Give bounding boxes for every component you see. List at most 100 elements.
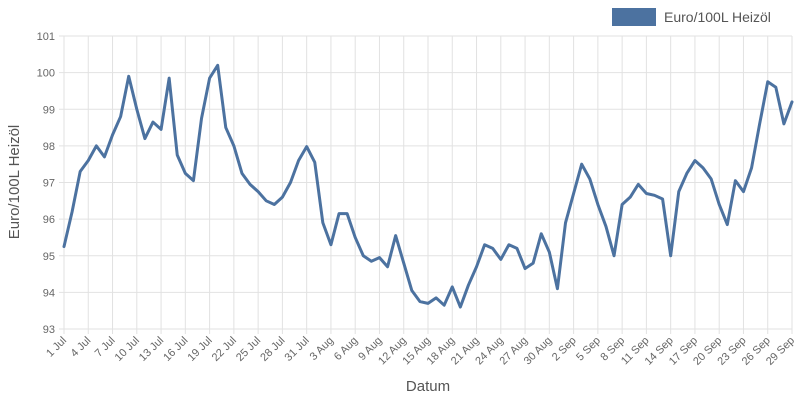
data-point[interactable] xyxy=(424,299,432,307)
data-point[interactable] xyxy=(125,72,133,80)
data-point[interactable] xyxy=(481,241,489,249)
data-point[interactable] xyxy=(642,189,650,197)
series-layer xyxy=(60,61,796,311)
data-point[interactable] xyxy=(650,191,658,199)
data-point[interactable] xyxy=(699,164,707,172)
data-point[interactable] xyxy=(731,177,739,185)
data-point[interactable] xyxy=(780,120,788,128)
data-point[interactable] xyxy=(141,135,149,143)
data-point[interactable] xyxy=(521,265,529,273)
data-point[interactable] xyxy=(788,98,796,106)
data-point[interactable] xyxy=(715,200,723,208)
data-point[interactable] xyxy=(683,169,691,177)
data-point[interactable] xyxy=(545,248,553,256)
data-point[interactable] xyxy=(562,219,570,227)
data-point[interactable] xyxy=(764,78,772,86)
y-tick-label: 94 xyxy=(43,287,55,299)
data-point[interactable] xyxy=(448,283,456,291)
data-point[interactable] xyxy=(553,285,561,293)
data-point[interactable] xyxy=(464,281,472,289)
data-point[interactable] xyxy=(594,200,602,208)
data-point[interactable] xyxy=(505,241,513,249)
data-point[interactable] xyxy=(254,188,262,196)
data-point[interactable] xyxy=(173,151,181,159)
data-point[interactable] xyxy=(570,189,578,197)
y-tick-label: 96 xyxy=(43,214,55,226)
data-point[interactable] xyxy=(303,143,311,151)
data-point[interactable] xyxy=(367,257,375,265)
data-point[interactable] xyxy=(214,61,222,69)
data-point[interactable] xyxy=(68,208,76,216)
data-point[interactable] xyxy=(295,157,303,165)
data-point[interactable] xyxy=(149,118,157,126)
data-point[interactable] xyxy=(117,113,125,121)
x-tick-label: 5 Sep xyxy=(574,335,603,364)
data-point[interactable] xyxy=(489,244,497,252)
data-point[interactable] xyxy=(189,177,197,185)
data-point[interactable] xyxy=(206,74,214,82)
x-tick-label: 4 Jul xyxy=(68,335,93,360)
data-point[interactable] xyxy=(319,219,327,227)
data-point[interactable] xyxy=(311,158,319,166)
data-point[interactable] xyxy=(246,180,254,188)
data-point[interactable] xyxy=(375,254,383,262)
data-point[interactable] xyxy=(756,120,764,128)
data-point[interactable] xyxy=(76,168,84,176)
data-point[interactable] xyxy=(529,259,537,267)
data-point[interactable] xyxy=(440,301,448,309)
y-tick-label: 100 xyxy=(37,68,55,80)
data-point[interactable] xyxy=(707,175,715,183)
data-point[interactable] xyxy=(610,252,618,260)
data-point[interactable] xyxy=(262,197,270,205)
data-point[interactable] xyxy=(537,230,545,238)
data-point[interactable] xyxy=(691,157,699,165)
data-point[interactable] xyxy=(222,124,230,132)
data-point[interactable] xyxy=(60,243,68,251)
data-point[interactable] xyxy=(286,179,294,187)
data-point[interactable] xyxy=(602,222,610,230)
data-point[interactable] xyxy=(270,200,278,208)
data-point[interactable] xyxy=(659,195,667,203)
data-point[interactable] xyxy=(667,252,675,260)
data-point[interactable] xyxy=(416,298,424,306)
data-point[interactable] xyxy=(359,252,367,260)
data-point[interactable] xyxy=(513,244,521,252)
data-point[interactable] xyxy=(739,188,747,196)
data-point[interactable] xyxy=(133,105,141,113)
data-point[interactable] xyxy=(586,175,594,183)
data-point[interactable] xyxy=(238,169,246,177)
data-point[interactable] xyxy=(456,303,464,311)
data-point[interactable] xyxy=(618,200,626,208)
data-point[interactable] xyxy=(165,74,173,82)
data-point[interactable] xyxy=(351,233,359,241)
data-point[interactable] xyxy=(497,255,505,263)
data-point[interactable] xyxy=(343,210,351,218)
x-tick-label: 3 Aug xyxy=(308,335,336,363)
data-point[interactable] xyxy=(84,157,92,165)
legend[interactable]: Euro/100L Heizöl xyxy=(612,8,771,26)
data-point[interactable] xyxy=(578,160,586,168)
data-point[interactable] xyxy=(392,232,400,240)
data-point[interactable] xyxy=(675,188,683,196)
data-point[interactable] xyxy=(473,263,481,271)
data-point[interactable] xyxy=(723,221,731,229)
data-point[interactable] xyxy=(748,164,756,172)
data-point[interactable] xyxy=(335,210,343,218)
data-point[interactable] xyxy=(400,259,408,267)
data-point[interactable] xyxy=(198,114,206,122)
data-point[interactable] xyxy=(408,287,416,295)
data-point[interactable] xyxy=(626,193,634,201)
data-point[interactable] xyxy=(327,241,335,249)
data-point[interactable] xyxy=(109,131,117,139)
data-point[interactable] xyxy=(181,169,189,177)
data-point[interactable] xyxy=(92,142,100,150)
y-tick-label: 101 xyxy=(37,31,55,43)
data-point[interactable] xyxy=(384,263,392,271)
data-point[interactable] xyxy=(157,125,165,133)
data-point[interactable] xyxy=(772,83,780,91)
data-point[interactable] xyxy=(278,193,286,201)
data-point[interactable] xyxy=(100,153,108,161)
data-point[interactable] xyxy=(432,294,440,302)
data-point[interactable] xyxy=(634,180,642,188)
data-point[interactable] xyxy=(230,142,238,150)
